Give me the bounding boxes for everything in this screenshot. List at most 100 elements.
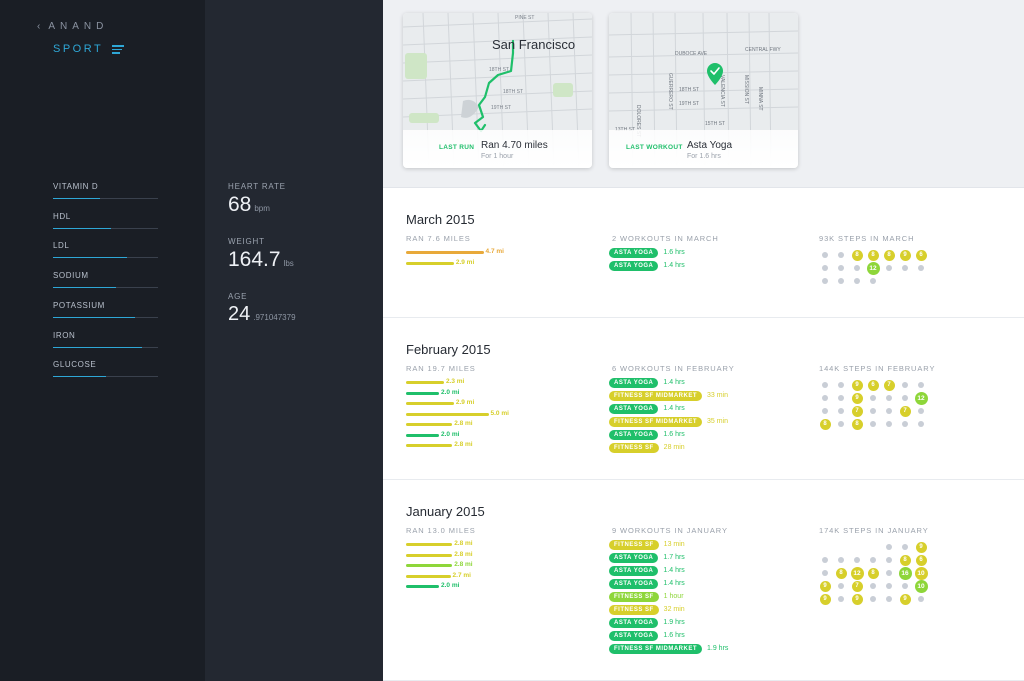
steps-day-dot[interactable]: 7 <box>883 379 895 391</box>
steps-day-dot[interactable] <box>822 252 828 258</box>
vital-item[interactable]: IRON <box>53 331 158 348</box>
steps-day-dot[interactable]: 6 <box>867 379 879 391</box>
steps-day-dot[interactable]: 9 <box>819 593 831 605</box>
vital-item[interactable]: VITAMIN D <box>53 182 158 199</box>
steps-day-dot[interactable] <box>822 557 828 563</box>
steps-day-dot[interactable] <box>838 265 844 271</box>
steps-day-dot[interactable] <box>902 395 908 401</box>
run-bar-row[interactable]: 2.8 mi <box>406 551 526 561</box>
steps-day-dot[interactable]: 10 <box>914 579 928 593</box>
last-workout-card[interactable]: DUBOCE AVE CENTRAL FWY 18TH ST 19TH ST 1… <box>609 13 798 168</box>
steps-day-dot[interactable] <box>886 596 892 602</box>
steps-day-dot[interactable]: 9 <box>851 593 863 605</box>
steps-day-dot[interactable] <box>918 265 924 271</box>
steps-day-dot[interactable]: 9 <box>899 593 911 605</box>
steps-day-dot[interactable] <box>870 395 876 401</box>
steps-day-dot[interactable] <box>902 265 908 271</box>
steps-day-dot[interactable] <box>838 395 844 401</box>
steps-day-dot[interactable]: 9 <box>851 379 863 391</box>
workout-row[interactable]: ASTA YOGA 1.6 hrs <box>609 430 685 440</box>
steps-day-dot[interactable] <box>838 557 844 563</box>
steps-day-dot[interactable] <box>822 408 828 414</box>
workout-row[interactable]: FITNESS SF MIDMARKET 33 min <box>609 391 728 401</box>
steps-day-dot[interactable]: 9 <box>819 580 831 592</box>
steps-day-dot[interactable] <box>838 421 844 427</box>
steps-day-dot[interactable] <box>886 583 892 589</box>
run-bar-row[interactable]: 2.8 mi <box>406 540 526 550</box>
steps-day-dot[interactable]: 8 <box>819 418 831 430</box>
steps-day-dot[interactable]: 8 <box>883 249 895 261</box>
steps-day-dot[interactable] <box>854 278 860 284</box>
steps-day-dot[interactable]: 8 <box>867 249 879 261</box>
steps-day-dot[interactable] <box>838 596 844 602</box>
run-bar-row[interactable]: 2.0 mi <box>406 431 526 441</box>
steps-day-dot[interactable]: 12 <box>914 391 928 405</box>
vital-item[interactable]: SODIUM <box>53 271 158 288</box>
steps-day-dot[interactable] <box>886 395 892 401</box>
run-bar-row[interactable]: 2.8 mi <box>406 441 526 451</box>
steps-day-dot[interactable] <box>902 583 908 589</box>
steps-day-dot[interactable] <box>918 408 924 414</box>
steps-day-dot[interactable]: 12 <box>866 261 880 275</box>
steps-day-dot[interactable]: 9 <box>899 249 911 261</box>
vital-item[interactable]: LDL <box>53 241 158 258</box>
steps-day-dot[interactable]: 7 <box>851 405 863 417</box>
steps-day-dot[interactable] <box>870 408 876 414</box>
workout-row[interactable]: ASTA YOGA 1.4 hrs <box>609 261 685 271</box>
steps-day-dot[interactable]: 6 <box>915 554 927 566</box>
back-link[interactable]: ‹ ANAND <box>37 21 108 32</box>
steps-day-dot[interactable] <box>822 570 828 576</box>
run-bar-row[interactable]: 4.7 mi <box>406 248 526 258</box>
steps-day-dot[interactable]: 7 <box>851 580 863 592</box>
steps-day-dot[interactable] <box>838 382 844 388</box>
steps-day-dot[interactable]: 6 <box>915 249 927 261</box>
run-bar-row[interactable]: 2.7 mi <box>406 572 526 582</box>
workout-row[interactable]: ASTA YOGA 1.7 hrs <box>609 553 685 563</box>
steps-day-dot[interactable] <box>886 544 892 550</box>
steps-day-dot[interactable]: 8 <box>899 554 911 566</box>
steps-day-dot[interactable]: 8 <box>851 249 863 261</box>
steps-day-dot[interactable] <box>822 395 828 401</box>
steps-day-dot[interactable] <box>886 570 892 576</box>
run-bar-row[interactable]: 2.9 mi <box>406 399 526 409</box>
workout-row[interactable]: FITNESS SF 28 min <box>609 443 685 453</box>
run-bar-row[interactable]: 2.9 mi <box>406 259 526 269</box>
steps-day-dot[interactable] <box>854 265 860 271</box>
steps-day-dot[interactable] <box>886 408 892 414</box>
vital-item[interactable]: POTASSIUM <box>53 301 158 318</box>
last-run-card[interactable]: PINE ST 18TH ST 18TH ST 19TH ST San Fran… <box>403 13 592 168</box>
workout-row[interactable]: ASTA YOGA 1.4 hrs <box>609 566 685 576</box>
steps-day-dot[interactable] <box>918 382 924 388</box>
steps-day-dot[interactable] <box>870 596 876 602</box>
run-bar-row[interactable]: 2.3 mi <box>406 378 526 388</box>
section-menu[interactable]: SPORT <box>53 43 124 56</box>
run-bar-row[interactable]: 2.0 mi <box>406 582 526 592</box>
vital-item[interactable]: GLUCOSE <box>53 360 158 377</box>
steps-day-dot[interactable] <box>822 382 828 388</box>
steps-day-dot[interactable] <box>870 421 876 427</box>
steps-day-dot[interactable] <box>870 583 876 589</box>
steps-day-dot[interactable]: 8 <box>851 418 863 430</box>
steps-day-dot[interactable] <box>902 544 908 550</box>
steps-day-dot[interactable] <box>838 278 844 284</box>
steps-day-dot[interactable] <box>838 583 844 589</box>
workout-row[interactable]: ASTA YOGA 1.4 hrs <box>609 404 685 414</box>
steps-day-dot[interactable] <box>886 421 892 427</box>
steps-day-dot[interactable] <box>838 408 844 414</box>
steps-day-dot[interactable]: 9 <box>915 541 927 553</box>
steps-day-dot[interactable] <box>838 252 844 258</box>
steps-day-dot[interactable] <box>886 557 892 563</box>
steps-day-dot[interactable] <box>918 596 924 602</box>
workout-row[interactable]: ASTA YOGA 1.6 hrs <box>609 631 685 641</box>
run-bar-row[interactable]: 2.0 mi <box>406 389 526 399</box>
run-bar-row[interactable]: 2.8 mi <box>406 420 526 430</box>
workout-row[interactable]: FITNESS SF MIDMARKET 35 min <box>609 417 728 427</box>
steps-day-dot[interactable] <box>902 421 908 427</box>
workout-row[interactable]: FITNESS SF 13 min <box>609 540 685 550</box>
steps-day-dot[interactable] <box>902 382 908 388</box>
workout-row[interactable]: FITNESS SF 32 min <box>609 605 685 615</box>
steps-day-dot[interactable] <box>886 265 892 271</box>
workout-row[interactable]: ASTA YOGA 1.4 hrs <box>609 378 685 388</box>
steps-day-dot[interactable]: 8 <box>835 567 847 579</box>
steps-day-dot[interactable] <box>870 557 876 563</box>
